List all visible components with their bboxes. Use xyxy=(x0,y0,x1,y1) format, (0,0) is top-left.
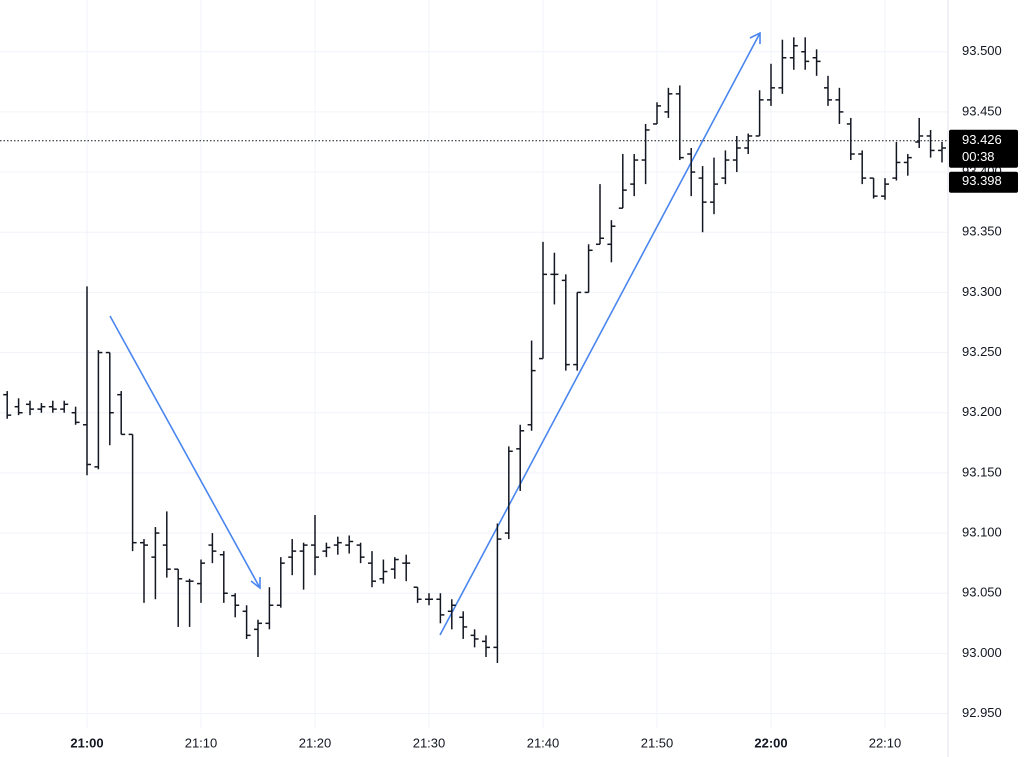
y-tick-label: 93.350 xyxy=(962,224,1002,239)
x-tick-label: 22:00 xyxy=(754,735,787,750)
marker-price-label: 93.398 xyxy=(962,173,1002,188)
x-tick-label: 21:30 xyxy=(413,735,446,750)
y-tick-label: 93.500 xyxy=(962,43,1002,58)
x-tick-label: 21:00 xyxy=(70,735,103,750)
marker-price-box xyxy=(949,171,1018,193)
x-tick-label: 22:10 xyxy=(869,735,902,750)
y-tick-label: 93.100 xyxy=(962,525,1002,540)
y-tick-label: 93.300 xyxy=(962,284,1002,299)
last-price-label: 93.426 xyxy=(962,132,1002,147)
y-tick-label: 93.050 xyxy=(962,585,1002,600)
countdown-label: 00:38 xyxy=(962,149,995,164)
x-tick-label: 21:40 xyxy=(527,735,560,750)
up-arrow-head xyxy=(749,31,761,44)
down-arrow-head xyxy=(250,577,261,590)
y-tick-label: 93.000 xyxy=(962,645,1002,660)
y-tick-label: 93.250 xyxy=(962,344,1002,359)
down-arrow xyxy=(109,315,261,589)
x-tick-label: 21:10 xyxy=(185,735,218,750)
y-tick-label: 93.150 xyxy=(962,464,1002,479)
trend-arrows xyxy=(109,31,761,636)
x-tick-label: 21:50 xyxy=(641,735,674,750)
x-tick-label: 21:20 xyxy=(299,735,332,750)
y-tick-label: 93.200 xyxy=(962,404,1002,419)
y-tick-label: 93.450 xyxy=(962,103,1002,118)
up-arrow xyxy=(439,32,761,636)
y-tick-label: 92.950 xyxy=(962,705,1002,720)
last-price-box xyxy=(949,129,1018,168)
